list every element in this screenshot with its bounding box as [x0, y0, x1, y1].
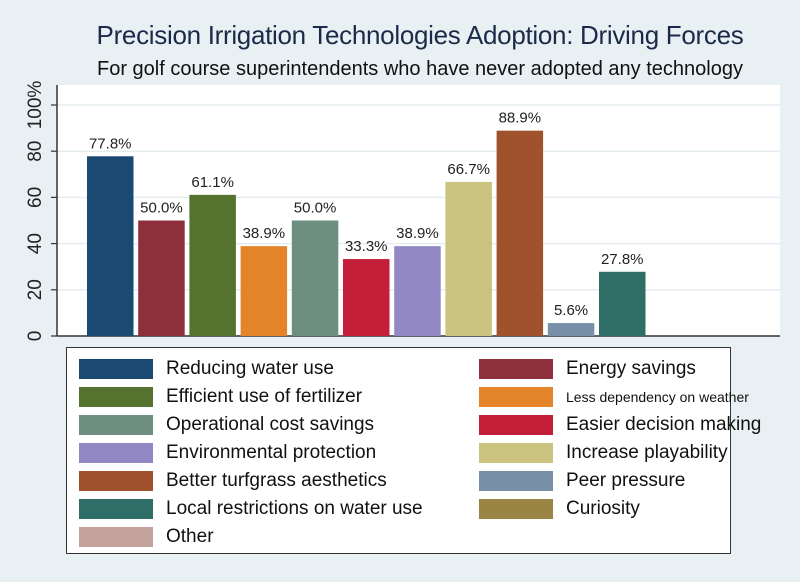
data-label: 38.9% — [243, 225, 286, 242]
legend-item: Better turfgrass aesthetics — [79, 468, 387, 494]
legend-label: Energy savings — [566, 358, 696, 379]
legend-item: Increase playability — [479, 440, 728, 466]
y-tick-label: 20 — [25, 279, 46, 300]
legend-label: Efficient use of fertilizer — [166, 386, 363, 407]
chart-title: Precision Irrigation Technologies Adopti… — [96, 20, 744, 50]
legend-swatch — [479, 359, 553, 379]
legend: Reducing water use Efficient use of ferti… — [66, 347, 761, 554]
bar — [240, 246, 288, 336]
data-label: 66.7% — [447, 161, 490, 178]
bar — [599, 271, 646, 336]
legend-item: Peer pressure — [479, 468, 685, 494]
legend-swatch — [479, 415, 553, 435]
legend-swatch — [79, 359, 153, 379]
data-label: 38.9% — [396, 225, 439, 242]
legend-item: Environmental protection — [79, 440, 376, 466]
legend-label: Environmental protection — [166, 442, 377, 463]
legend-label: Increase playability — [566, 442, 728, 463]
data-label: 33.3% — [345, 238, 388, 255]
legend-label: Reducing water use — [166, 358, 334, 379]
legend-swatch — [479, 387, 553, 407]
legend-item: Easier decision making — [479, 412, 761, 438]
legend-swatch — [79, 499, 153, 519]
bar — [138, 220, 185, 336]
legend-label: Less dependency on weather — [566, 389, 749, 405]
data-label: 61.1% — [191, 174, 234, 191]
legend-swatch — [79, 415, 153, 435]
legend-label: Curiosity — [566, 498, 640, 519]
legend-swatch — [79, 471, 153, 491]
legend-label: Other — [166, 526, 214, 547]
legend-item: Operational cost savings — [79, 412, 374, 438]
y-tick-label: 0 — [25, 331, 46, 342]
legend-swatch — [479, 499, 553, 519]
legend-swatch — [79, 387, 153, 407]
legend-item: Less dependency on weather — [479, 384, 749, 410]
bar — [394, 246, 441, 336]
data-label: 50.0% — [140, 200, 183, 217]
legend-swatch — [479, 443, 553, 463]
bar-chart: 0 20 40 60 80 100% 77.8% 50.0% 61.1% 38.9% 50.0% 33… — [25, 81, 780, 342]
legend-label: Local restrictions on water use — [166, 498, 423, 519]
legend-label: Better turfgrass aesthetics — [166, 470, 387, 491]
bar — [189, 194, 236, 336]
legend-swatch — [79, 443, 153, 463]
y-tick-label: 60 — [25, 187, 46, 208]
legend-item: Energy savings — [479, 356, 696, 382]
legend-item: Reducing water use — [79, 356, 334, 382]
data-label: 27.8% — [601, 251, 644, 268]
bar — [87, 156, 134, 336]
bar — [547, 323, 595, 336]
bar — [445, 181, 492, 336]
legend-label: Peer pressure — [566, 470, 686, 491]
legend-swatch — [79, 527, 153, 547]
data-label: 50.0% — [294, 200, 337, 217]
legend-item: Curiosity — [479, 496, 640, 522]
legend-item: Efficient use of fertilizer — [79, 384, 362, 410]
data-label: 77.8% — [89, 135, 132, 152]
legend-label: Easier decision making — [566, 414, 762, 435]
bar — [291, 220, 339, 336]
y-tick-label: 80 — [25, 141, 46, 162]
legend-item: Other — [79, 524, 214, 550]
chart-subtitle: For golf course superintendents who have… — [97, 58, 743, 80]
legend-item: Local restrictions on water use — [79, 496, 423, 522]
data-label: 5.6% — [554, 302, 588, 319]
legend-label: Operational cost savings — [166, 414, 375, 435]
y-tick-label: 100% — [25, 81, 46, 130]
data-label: 88.9% — [499, 110, 542, 127]
y-tick-label: 40 — [25, 233, 46, 254]
legend-swatch — [479, 471, 553, 491]
bar — [496, 130, 544, 336]
bar — [343, 259, 390, 336]
